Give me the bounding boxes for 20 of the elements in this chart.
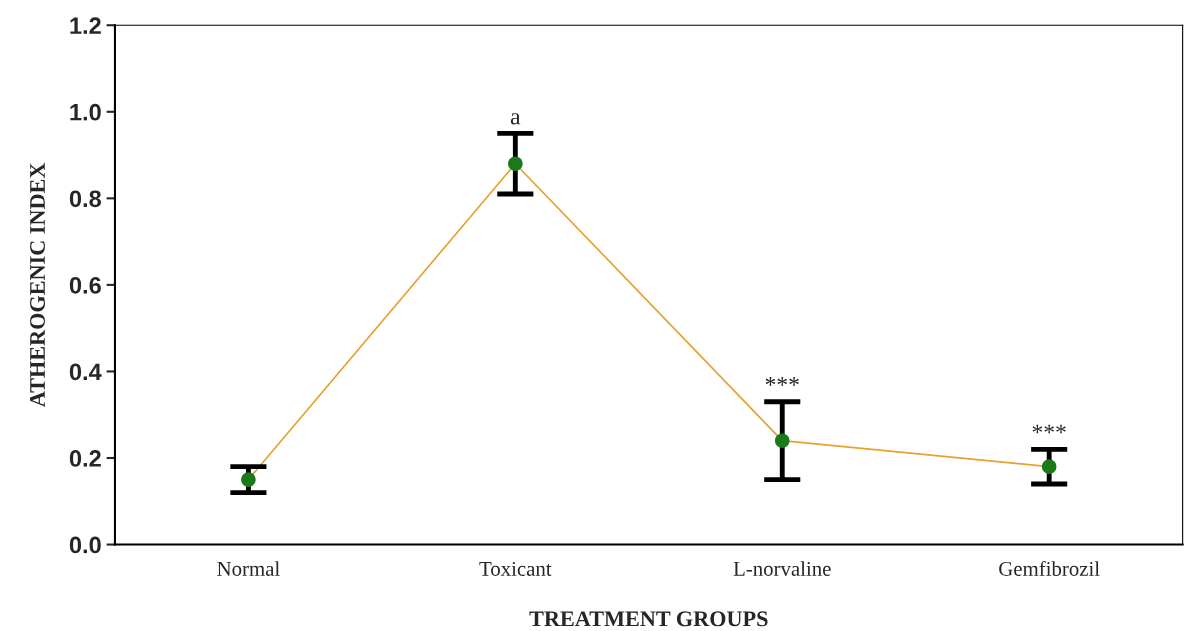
point bbox=[241, 472, 256, 487]
y-tick-label: 1.2 bbox=[70, 17, 101, 34]
y-tick-label: 0.6 bbox=[69, 276, 101, 294]
y-tick-label: 0.8 bbox=[69, 190, 102, 208]
annotation: a bbox=[510, 113, 521, 125]
point bbox=[774, 433, 790, 448]
y-tick-label: 0.4 bbox=[69, 363, 102, 381]
y-axis-title: ATHEROGENIC INDEX bbox=[30, 162, 45, 408]
y-tick-label: 0.2 bbox=[69, 450, 101, 467]
y-tick-label: 0.0 bbox=[69, 536, 101, 554]
point bbox=[508, 156, 523, 172]
x-tick-label: Normal bbox=[217, 561, 280, 576]
x-tick-label: L-norvaline bbox=[733, 561, 831, 576]
annotation: *** bbox=[765, 377, 799, 386]
y-tick-label: 1.0 bbox=[70, 103, 101, 121]
point bbox=[1041, 459, 1057, 474]
x-tick-label: Gemfibrozil bbox=[999, 561, 1100, 576]
x-axis-title: TREATMENT GROUPS bbox=[529, 611, 768, 627]
x-tick-label: Toxicant bbox=[479, 561, 552, 576]
annotation: *** bbox=[1032, 424, 1066, 434]
